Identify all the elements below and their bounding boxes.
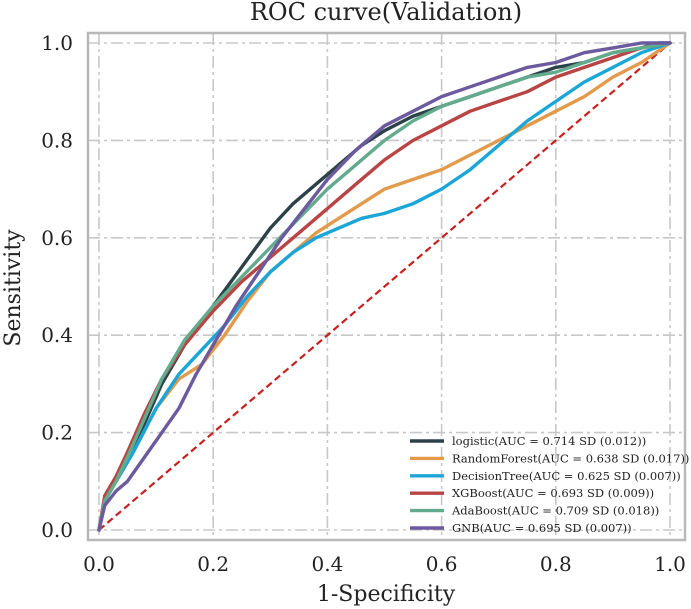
x-axis-ticks: 0.0 0.2 0.4 0.6 0.8 1.0 (83, 552, 686, 576)
legend-label-0: logistic(AUC = 0.714 SD (0.012)) (452, 434, 646, 448)
y-axis-label: Sensitivity (1, 229, 26, 347)
y-tick-label-1: 0.2 (41, 421, 73, 445)
series-line-2 (97, 41, 672, 532)
y-tick-label-5: 1.0 (41, 31, 73, 55)
x-axis-label: 1-Specificity (317, 582, 456, 607)
legend-label-5: GNB(AUC = 0.695 SD (0.007)) (452, 521, 632, 535)
x-tick-label-3: 0.6 (426, 552, 458, 576)
legend-label-4: AdaBoost(AUC = 0.709 SD (0.018)) (451, 504, 659, 518)
x-tick-label-1: 0.2 (197, 552, 229, 576)
legend-label-2: DecisionTree(AUC = 0.625 SD (0.007)) (452, 469, 681, 483)
legend: logistic(AUC = 0.714 SD (0.012)) RandomFo… (410, 434, 689, 535)
y-axis-ticks: 0.0 0.2 0.4 0.6 0.8 1.0 (41, 31, 73, 542)
y-tick-label-2: 0.4 (41, 323, 73, 347)
plot-frame (86, 31, 687, 542)
reference-diagonal (98, 42, 671, 531)
x-tick-label-2: 0.4 (311, 552, 343, 576)
series-line-4 (97, 41, 672, 532)
y-tick-label-0: 0.0 (41, 518, 73, 542)
y-tick-label-3: 0.6 (41, 226, 73, 250)
x-tick-label-4: 0.8 (540, 552, 572, 576)
legend-label-3: XGBoost(AUC = 0.693 SD (0.009)) (452, 486, 654, 500)
x-tick-label-5: 1.0 (654, 552, 686, 576)
series-line-3 (97, 41, 672, 532)
x-tick-label-0: 0.0 (83, 552, 115, 576)
chart-title: ROC curve(Validation) (250, 0, 522, 26)
series-layer (97, 41, 672, 532)
grid (88, 33, 685, 540)
legend-label-1: RandomForest(AUC = 0.638 SD (0.017)) (452, 451, 689, 465)
y-tick-label-4: 0.8 (41, 128, 73, 152)
series-line-5 (97, 41, 672, 532)
